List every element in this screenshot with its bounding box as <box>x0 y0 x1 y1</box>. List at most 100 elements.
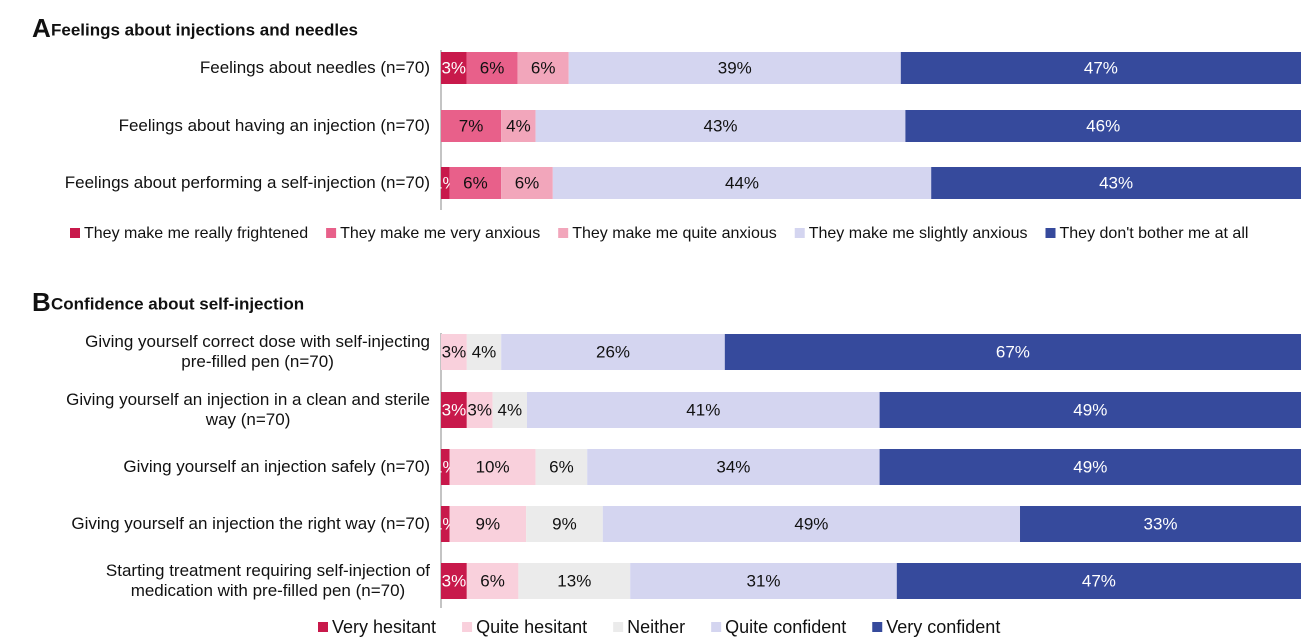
value-label: 33% <box>1143 514 1177 533</box>
category-label: Giving yourself an injection safely (n=7… <box>5 445 430 489</box>
bar-segment <box>501 110 536 142</box>
legend-label: Quite confident <box>725 617 846 637</box>
bar-segment <box>492 392 527 428</box>
bar-segment <box>441 392 467 428</box>
legend-swatch <box>318 622 328 632</box>
bar-segment <box>518 563 631 599</box>
value-label: 39% <box>718 58 752 77</box>
bar-segment <box>535 110 906 142</box>
bar-segment <box>466 334 502 370</box>
legend-swatch <box>558 228 569 238</box>
value-label: 41% <box>686 400 720 419</box>
bar-segment <box>449 449 536 485</box>
legend-label: They make me quite anxious <box>572 225 777 242</box>
panel-label: A <box>32 13 51 43</box>
category-label: Feelings about having an injection (n=70… <box>5 104 430 148</box>
value-label: 3% <box>442 571 467 590</box>
value-label: 49% <box>1073 457 1107 476</box>
legend-label: They make me really frightened <box>84 225 308 242</box>
category-label: Giving yourself an injection in a clean … <box>5 388 430 432</box>
value-label: 9% <box>476 514 501 533</box>
legend-swatch <box>794 228 805 238</box>
value-label: 34% <box>716 457 750 476</box>
value-label: 4% <box>472 342 497 361</box>
category-text: Giving yourself an injection in a clean … <box>66 390 430 429</box>
legend-swatch <box>872 622 883 632</box>
bar-segment <box>527 392 880 428</box>
legend-label: They make me very anxious <box>340 225 540 242</box>
category-label: Feelings about performing a self-injecti… <box>5 161 430 205</box>
category-label: Giving yourself correct dose with self-i… <box>5 330 430 374</box>
value-label: 3% <box>441 58 466 77</box>
value-label: 67% <box>996 342 1030 361</box>
value-label: 3% <box>442 342 467 361</box>
category-label: Feelings about needles (n=70) <box>5 46 430 90</box>
bar-segment <box>441 167 450 199</box>
legend-label: Very confident <box>886 617 1000 637</box>
legend-label: They make me slightly anxious <box>809 225 1028 242</box>
value-label: 13% <box>557 571 591 590</box>
legend-swatch <box>70 228 80 238</box>
value-label: 43% <box>1099 173 1133 192</box>
value-label: 31% <box>746 571 780 590</box>
bar-segment <box>441 334 467 370</box>
panel-label: B <box>32 287 51 317</box>
legend-swatch <box>326 228 337 238</box>
bar-segment <box>526 506 603 542</box>
bar-segment <box>441 110 502 142</box>
value-label: 26% <box>596 342 630 361</box>
category-label: Starting treatment requiring self-inject… <box>5 559 430 603</box>
value-label: 44% <box>725 173 759 192</box>
bar-segment <box>466 52 518 84</box>
category-text: Giving yourself an injection safely (n=7… <box>123 457 430 476</box>
value-label: 47% <box>1084 58 1118 77</box>
legend-swatch <box>1045 228 1056 238</box>
chart-title: Feelings about injections and needles <box>51 20 358 39</box>
value-label: 3% <box>467 400 492 419</box>
bar-segment <box>900 52 1301 84</box>
legend-label: Quite hesitant <box>476 617 587 637</box>
legend-label: Very hesitant <box>332 617 436 637</box>
category-text: Feelings about performing a self-injecti… <box>64 173 430 192</box>
value-label: 10% <box>476 457 510 476</box>
value-label: 46% <box>1086 116 1120 135</box>
value-label: 49% <box>1073 400 1107 419</box>
bar-segment <box>552 167 932 199</box>
value-label: 7% <box>459 116 484 135</box>
bar-segment <box>724 334 1301 370</box>
value-label: 6% <box>549 457 574 476</box>
bar-segment <box>449 167 502 199</box>
bar-segment <box>441 563 467 599</box>
value-label: 4% <box>498 400 523 419</box>
value-label: 3% <box>442 400 467 419</box>
bar-segment <box>517 52 569 84</box>
bar-segment <box>879 392 1301 428</box>
legend-swatch <box>711 622 722 632</box>
category-text: Giving yourself correct dose with self-i… <box>85 332 430 371</box>
category-text: Feelings about having an injection (n=70… <box>118 116 430 135</box>
value-label: 9% <box>552 514 577 533</box>
bar-segment <box>568 52 901 84</box>
chart-title: Confidence about self-injection <box>51 294 304 313</box>
legend-label: They don't bother me at all <box>1060 225 1249 242</box>
value-label: 49% <box>794 514 828 533</box>
legend-label: Neither <box>627 617 685 637</box>
value-label: 6% <box>515 173 540 192</box>
bar-segment <box>896 563 1301 599</box>
category-text: Feelings about needles (n=70) <box>199 58 430 77</box>
value-label: 43% <box>703 116 737 135</box>
value-label: 6% <box>463 173 488 192</box>
bar-segment <box>535 449 588 485</box>
bar-segment <box>1020 506 1301 542</box>
value-label: 6% <box>480 58 505 77</box>
bar-segment <box>602 506 1021 542</box>
bar-segment <box>501 167 553 199</box>
category-text: Starting treatment requiring self-inject… <box>105 561 430 600</box>
category-label: Giving yourself an injection the right w… <box>5 502 430 546</box>
bar-segment <box>466 563 519 599</box>
bar-segment <box>441 449 450 485</box>
bar-segment <box>449 506 527 542</box>
bar-segment <box>931 167 1301 199</box>
legend-swatch <box>462 622 473 632</box>
